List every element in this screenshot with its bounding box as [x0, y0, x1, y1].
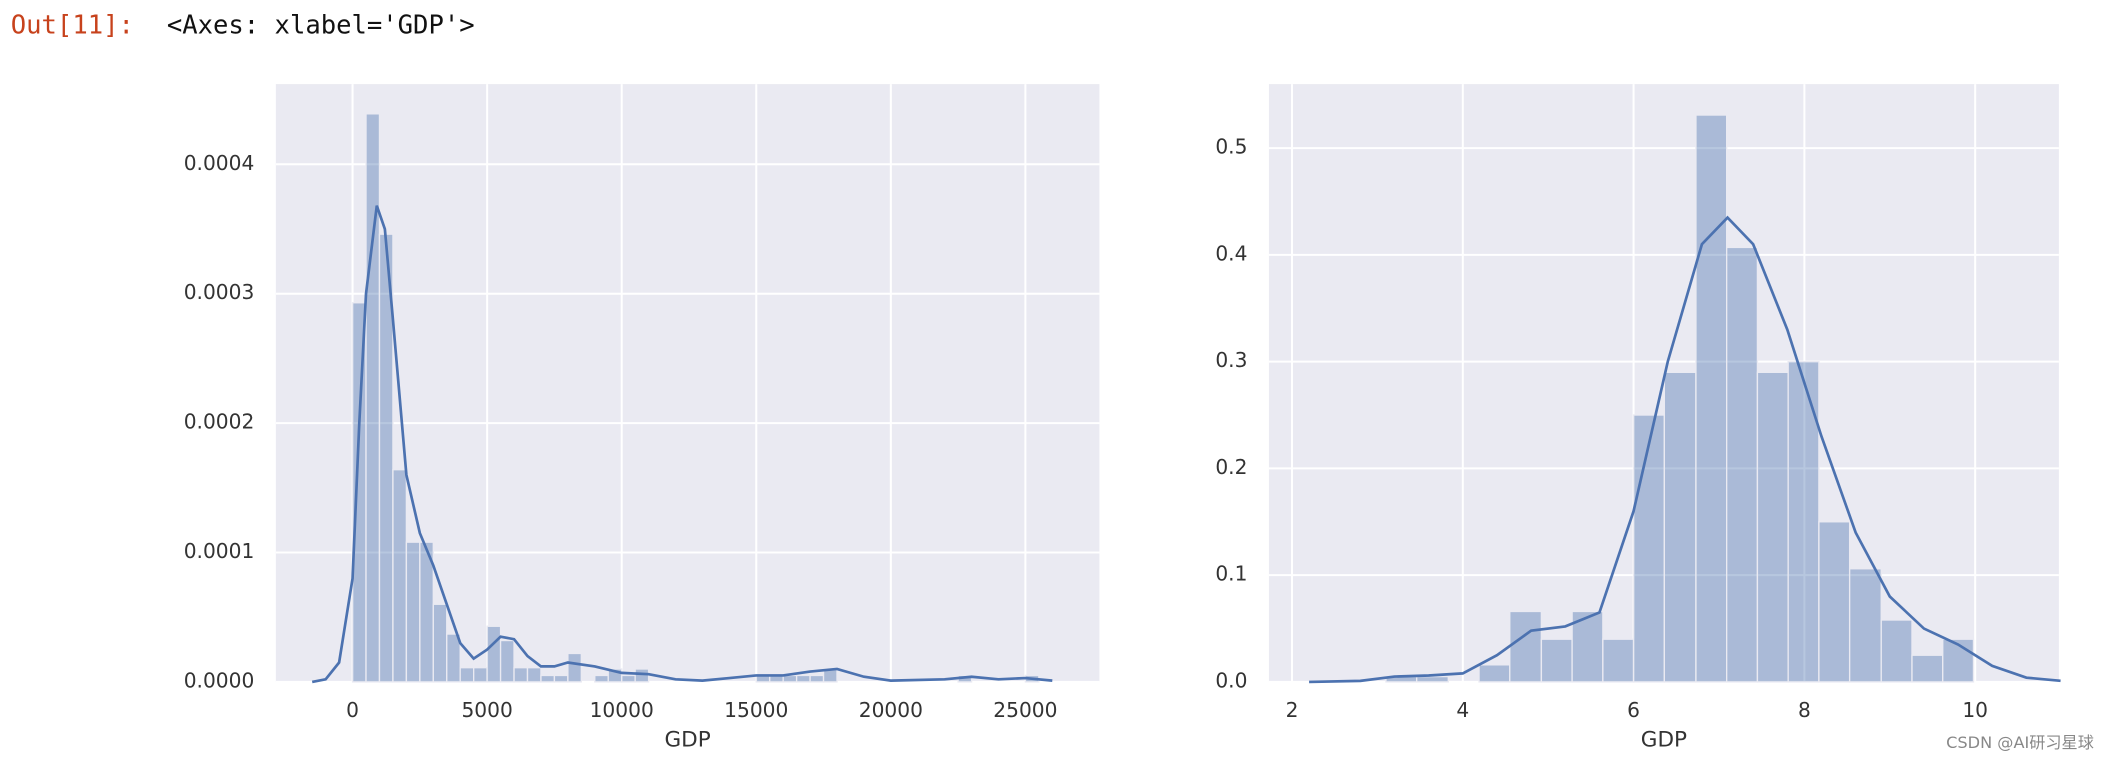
hist-bar: [365, 113, 381, 683]
hist-bar: [553, 674, 569, 683]
hist-bar: [1911, 654, 1944, 683]
hist-bar: [1632, 414, 1666, 683]
y-tick-label: 0.4: [1215, 241, 1247, 265]
x-axis-label: GDP: [1641, 728, 1687, 753]
hist-bar: [621, 674, 636, 683]
hist-bar: [1942, 638, 1975, 683]
y-tick-label: 0.2: [1215, 455, 1247, 479]
hist-bar: [540, 674, 556, 683]
y-tick-label: 0.3: [1215, 348, 1247, 372]
hist-bar: [351, 302, 367, 683]
x-tick-label: 0: [346, 698, 359, 722]
hist-bar: [499, 639, 515, 683]
output-prompt: Out[11]:: [11, 11, 134, 41]
hist-bar: [1818, 521, 1851, 683]
hist-bar: [513, 667, 529, 683]
hist-bar: [405, 541, 421, 683]
hist-bar: [1663, 371, 1697, 683]
y-tick-label: 0.0003: [184, 280, 255, 304]
y-tick-label: 0.0002: [184, 410, 255, 434]
hist-bar: [795, 674, 811, 683]
hist-bar: [446, 633, 461, 683]
x-axis-label: GDP: [665, 728, 711, 753]
hist-bar: [1509, 610, 1543, 683]
hist-bar: [1880, 619, 1913, 683]
x-tick-label: 5000: [461, 698, 512, 722]
x-tick-label: 10000: [590, 698, 654, 722]
x-tick-label: 10: [1962, 698, 1988, 722]
y-tick-label: 0.0001: [184, 539, 255, 563]
output-text: <Axes: xlabel='GDP'>: [167, 11, 475, 41]
x-tick-label: 15000: [724, 698, 788, 722]
hist-bar: [1540, 638, 1573, 683]
hist-bar: [1695, 114, 1728, 683]
hist-bar: [432, 603, 448, 683]
hist-bar: [1478, 664, 1511, 683]
kde-line: [311, 205, 1053, 684]
x-tick-label: 2: [1286, 698, 1299, 722]
hist-bar: [594, 674, 609, 683]
y-tick-label: 0.1: [1215, 562, 1247, 586]
hist-bar: [1602, 638, 1635, 683]
hist-bar: [459, 667, 475, 683]
y-tick-label: 0.5: [1215, 135, 1247, 159]
hist-bar: [1756, 371, 1789, 683]
kde-line: [1309, 215, 2061, 684]
hist-bar: [634, 668, 650, 683]
y-tick-label: 0.0: [1215, 668, 1247, 692]
hist-bar: [809, 674, 825, 683]
y-tick-label: 0.0000: [184, 668, 255, 692]
hist-bar: [567, 652, 582, 683]
watermark: CSDN @AI研习星球: [1946, 733, 2094, 752]
hist-bar: [473, 667, 488, 683]
hist-bar: [486, 625, 502, 683]
hist-bar: [1848, 568, 1882, 683]
x-tick-label: 4: [1456, 698, 1469, 722]
hist-bar: [392, 469, 408, 683]
x-tick-label: 25000: [993, 698, 1057, 722]
y-tick-label: 0.0004: [184, 151, 255, 175]
x-tick-label: 8: [1798, 698, 1811, 722]
plot-area: [275, 84, 1100, 682]
hist-bar: [1416, 675, 1449, 683]
hist-bar: [1726, 246, 1759, 683]
hist-bar: [526, 667, 542, 683]
x-tick-label: 20000: [859, 698, 923, 722]
x-tick-label: 6: [1627, 698, 1640, 722]
